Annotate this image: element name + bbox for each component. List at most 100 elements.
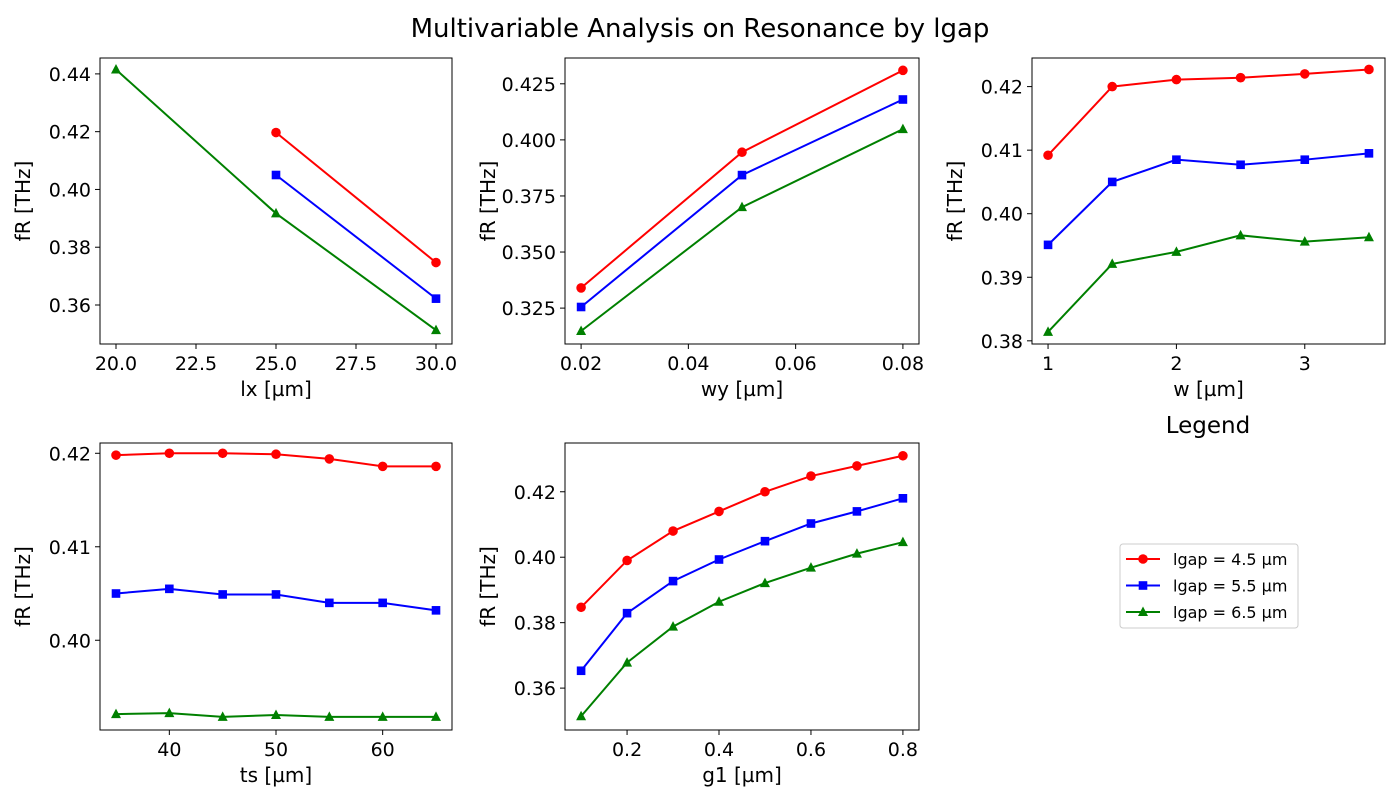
data-point — [576, 325, 587, 335]
data-point — [805, 562, 816, 572]
data-point — [218, 590, 227, 599]
series-line-1 — [580, 454, 904, 608]
data-point — [1172, 155, 1181, 164]
x-tick-label: 2 — [1170, 353, 1182, 375]
data-point — [1043, 240, 1053, 250]
data-point — [806, 471, 816, 481]
data-point — [1236, 160, 1245, 170]
x-tick-label: 0.08 — [882, 353, 924, 375]
x-tick-label: 40 — [157, 739, 181, 761]
legend-entry-label: lgap = 5.5 µm — [1173, 577, 1287, 596]
y-tick-label: 0.44 — [49, 64, 91, 86]
y-axis-label: fR [THz] — [11, 546, 35, 627]
data-point — [851, 548, 862, 558]
data-point — [898, 450, 908, 461]
data-point — [760, 536, 770, 546]
x-tick-label: 25.0 — [255, 353, 297, 375]
subplot-3: 1 2 3 0.38 0.39 0.40 0.41 0.42 w [µm] fR [THz] — [943, 57, 1386, 401]
subplot-1: 20.0 22.5 25.0 27.5 30.0 0.36 0.38 0.40 0.42 0.44… — [11, 57, 457, 401]
data-point — [164, 707, 175, 718]
data-point — [897, 536, 908, 547]
series-line-2 — [580, 497, 904, 672]
data-point — [714, 596, 725, 606]
subplot-4: 40 50 60 0.40 0.41 0.42 ts [µm] fR [THz] — [11, 442, 453, 787]
data-point — [897, 123, 908, 134]
y-tick-label: 0.36 — [514, 678, 556, 700]
y-tick-label: 0.38 — [981, 331, 1023, 353]
data-point — [324, 454, 335, 464]
data-point — [898, 65, 908, 76]
data-point — [852, 461, 862, 471]
x-tick-label: 0.8 — [888, 739, 918, 761]
data-point — [431, 257, 441, 268]
data-point — [898, 95, 908, 104]
x-tick-label: 60 — [371, 739, 395, 761]
series-line-1 — [275, 131, 437, 264]
data-point — [576, 710, 587, 721]
x-axis-label: ts [µm] — [240, 763, 312, 787]
subplot-5: 0.2 0.4 0.6 0.8 0.36 0.38 0.40 0.42 g1 [µm] fR [T… — [476, 442, 920, 787]
series-line-1 — [1047, 68, 1370, 156]
data-point — [1299, 236, 1310, 246]
y-tick-label: 0.40 — [514, 547, 556, 569]
data-point — [377, 461, 388, 472]
axes-frame — [564, 442, 920, 731]
data-point — [760, 486, 770, 497]
data-point — [806, 519, 816, 528]
y-tick-label: 0.400 — [502, 130, 556, 152]
legend-title: Legend — [1166, 413, 1251, 439]
data-point — [325, 598, 334, 608]
data-point — [668, 576, 678, 586]
data-point — [111, 64, 121, 74]
data-point — [324, 711, 335, 721]
x-tick-label: 30.0 — [415, 353, 457, 375]
axes-frame — [1031, 57, 1386, 345]
data-point — [378, 598, 387, 608]
data-point — [576, 302, 586, 312]
y-tick-label: 0.325 — [502, 298, 556, 320]
data-point — [431, 324, 441, 335]
plots-area: 20.0 22.5 25.0 27.5 30.00.360.380.400.420.44… — [11, 57, 1386, 787]
y-tick-label: 0.425 — [502, 74, 556, 96]
y-tick-label: 0.350 — [502, 242, 556, 264]
data-point — [714, 506, 724, 517]
data-point — [576, 283, 586, 293]
x-tick-label: 0.06 — [774, 353, 816, 375]
data-point — [217, 711, 228, 721]
data-point — [111, 708, 121, 719]
data-point — [271, 449, 281, 460]
legend-entry-label: lgap = 6.5 µm — [1173, 603, 1287, 622]
series-line-3 — [115, 68, 437, 331]
data-point — [1107, 81, 1118, 92]
data-point — [1364, 64, 1374, 75]
series-line-3 — [1047, 234, 1370, 333]
y-tick-label: 0.38 — [49, 237, 91, 259]
figure-title: Multivariable Analysis on Resonance by l… — [411, 14, 990, 44]
data-point — [165, 584, 174, 594]
data-point — [737, 170, 747, 180]
y-tick-label: 0.42 — [49, 443, 91, 465]
series-line-3 — [580, 128, 904, 332]
y-axis-label: fR [THz] — [476, 161, 500, 242]
y-axis-label: fR [THz] — [11, 161, 35, 242]
series-line-2 — [1047, 152, 1370, 246]
y-axis-label: fR [THz] — [943, 161, 967, 242]
x-axis-label: g1 [µm] — [702, 763, 782, 787]
x-axis-label: wy [µm] — [701, 377, 783, 401]
data-point — [111, 589, 121, 598]
data-point — [111, 450, 121, 460]
data-point — [164, 448, 175, 459]
data-point — [737, 147, 747, 158]
data-point — [1107, 177, 1117, 187]
y-tick-label: 0.41 — [981, 140, 1023, 162]
data-point — [1364, 149, 1374, 158]
data-point — [217, 448, 228, 459]
data-point — [759, 577, 770, 588]
data-point — [431, 461, 441, 472]
data-point — [1363, 231, 1374, 242]
y-tick-label: 0.41 — [49, 537, 91, 559]
y-tick-label: 0.40 — [981, 204, 1023, 226]
y-axis-label: fR [THz] — [476, 546, 500, 627]
data-point — [1300, 155, 1310, 164]
